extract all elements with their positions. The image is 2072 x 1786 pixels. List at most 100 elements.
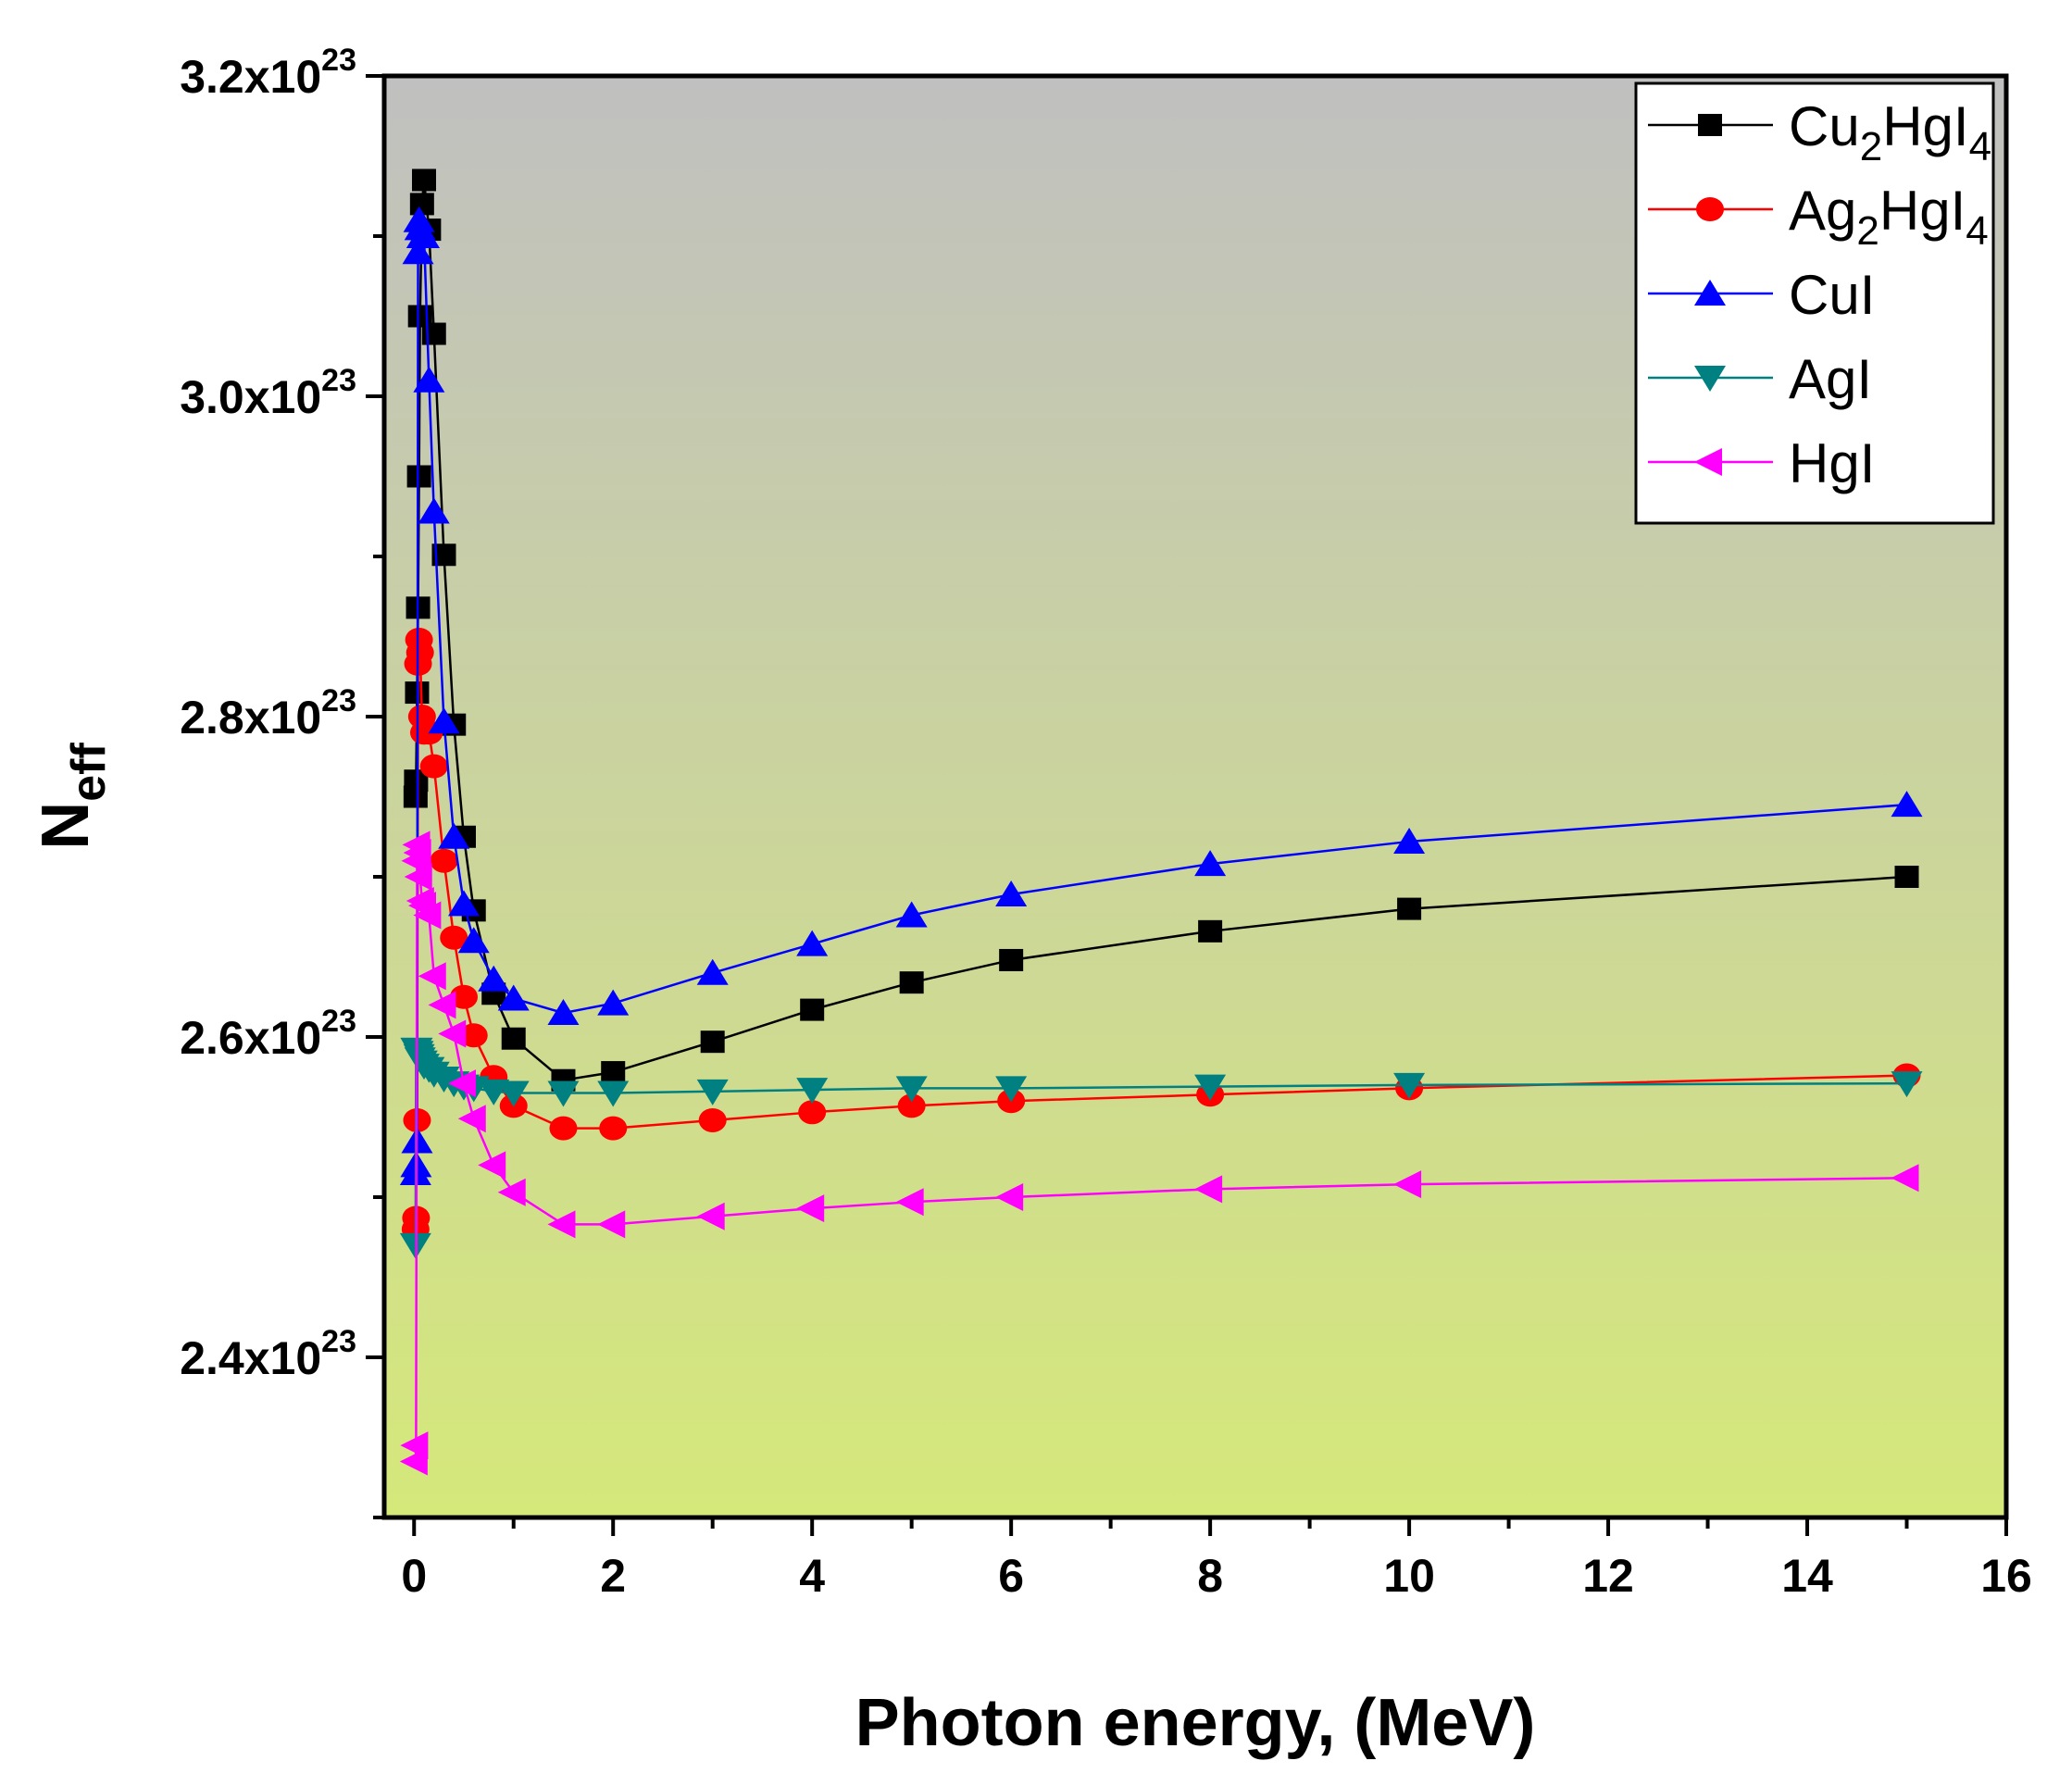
y-tick-label: 2.6x1023	[180, 1004, 356, 1064]
y-tick-mantissa: 2.8x10	[180, 692, 321, 743]
legend-label: Cu2HgI4	[1789, 95, 1991, 169]
data-point	[1393, 827, 1426, 854]
data-point	[438, 1019, 467, 1048]
data-point	[428, 707, 460, 734]
data-point	[407, 222, 440, 248]
data-point	[438, 822, 470, 849]
legend-item-agi: AgI	[1648, 348, 1872, 410]
y-tick-mantissa: 2.4x10	[180, 1332, 321, 1384]
data-point	[1198, 919, 1223, 943]
data-point	[899, 971, 924, 994]
data-point	[547, 1080, 580, 1107]
data-point	[406, 640, 434, 665]
data-point	[1891, 791, 1923, 818]
data-point	[430, 848, 458, 873]
series-hgi	[399, 831, 1919, 1476]
data-point	[1891, 1164, 1919, 1193]
legend-marker	[1698, 114, 1722, 136]
data-point	[418, 962, 446, 991]
legend-marker	[1694, 366, 1726, 392]
legend-label-text: HgI	[1789, 432, 1875, 494]
data-point	[597, 1210, 626, 1239]
data-point	[895, 901, 928, 928]
legend-item-cu2hgi4: Cu2HgI4	[1648, 95, 1991, 169]
data-point	[696, 1079, 729, 1105]
data-point	[895, 1076, 928, 1103]
data-point	[447, 890, 480, 917]
data-point	[895, 1188, 924, 1217]
data-point	[1894, 866, 1919, 888]
data-point	[995, 1183, 1024, 1211]
data-point	[411, 169, 436, 192]
x-tick-label: 10	[1383, 1550, 1435, 1602]
legend-label-text: Cu	[1789, 95, 1860, 157]
data-point	[406, 465, 431, 488]
x-tick-label: 0	[401, 1550, 427, 1602]
x-tick-label: 4	[799, 1550, 825, 1602]
data-point	[800, 998, 825, 1021]
legend-label: CuI	[1789, 264, 1875, 326]
data-point	[796, 1194, 825, 1223]
legend-label-text: Ag	[1789, 180, 1856, 242]
y-axis-title: Neff	[29, 743, 116, 850]
data-point	[995, 1076, 1028, 1103]
data-point	[457, 927, 490, 954]
y-axis-title-subscript: eff	[62, 743, 116, 802]
legend-label-subscript: 2	[1860, 124, 1882, 169]
legend-label: HgI	[1789, 432, 1875, 494]
x-tick-label: 16	[1980, 1550, 2032, 1602]
y-tick-exponent: 23	[321, 1324, 356, 1359]
legend-label-text: CuI	[1789, 264, 1875, 326]
y-tick-exponent: 23	[321, 363, 356, 398]
data-point	[457, 1105, 486, 1133]
legend-box	[1634, 81, 1995, 525]
y-tick-label: 2.4x1023	[180, 1324, 356, 1384]
data-point	[698, 1107, 727, 1132]
legend-label: AgI	[1789, 348, 1872, 410]
legend-label-text: AgI	[1789, 348, 1872, 410]
svg-text:Neff: Neff	[29, 743, 116, 850]
data-point	[547, 999, 580, 1026]
data-point	[459, 1023, 488, 1048]
data-point	[497, 984, 530, 1011]
y-tick-mantissa: 2.6x10	[180, 1012, 321, 1064]
data-point	[696, 958, 729, 985]
legend-item-hgi: HgI	[1648, 432, 1875, 494]
x-tick-label: 6	[998, 1550, 1024, 1602]
x-tick-label: 12	[1582, 1550, 1634, 1602]
legend-label: Ag2HgI4	[1789, 180, 1989, 254]
data-point	[1194, 1175, 1223, 1204]
y-tick-exponent: 23	[321, 43, 356, 78]
y-tick-exponent: 23	[321, 1004, 356, 1039]
data-point	[497, 1178, 526, 1206]
data-point	[547, 1210, 576, 1239]
data-point	[1393, 1170, 1422, 1199]
y-axis-title-main: N	[29, 802, 103, 850]
data-point	[599, 1116, 628, 1141]
data-point	[421, 322, 446, 345]
data-point	[601, 1061, 626, 1084]
legend-label-subscript: 4	[1966, 208, 1988, 254]
legend-marker	[1694, 280, 1726, 306]
legend-label-text: HgI	[1882, 95, 1968, 157]
data-point	[501, 1027, 526, 1050]
data-point	[700, 1030, 725, 1054]
data-point	[995, 881, 1028, 907]
data-point	[1397, 897, 1422, 920]
legend-item-ag2hgi4: Ag2HgI4	[1648, 180, 1989, 254]
data-point	[404, 863, 432, 891]
y-tick-mantissa: 3.2x10	[180, 51, 321, 103]
y-tick-mantissa: 3.0x10	[180, 371, 321, 423]
series-layer	[399, 169, 1923, 1476]
data-point	[549, 1116, 578, 1141]
data-point	[1194, 850, 1227, 877]
data-point	[1393, 1072, 1426, 1099]
data-point	[796, 930, 829, 956]
y-tick-label: 3.0x1023	[180, 363, 356, 423]
legend-item-cui: CuI	[1648, 264, 1875, 326]
legend-label-text: HgI	[1879, 180, 1966, 242]
data-point	[400, 1431, 429, 1460]
legend-label-subscript: 4	[1969, 124, 1991, 169]
